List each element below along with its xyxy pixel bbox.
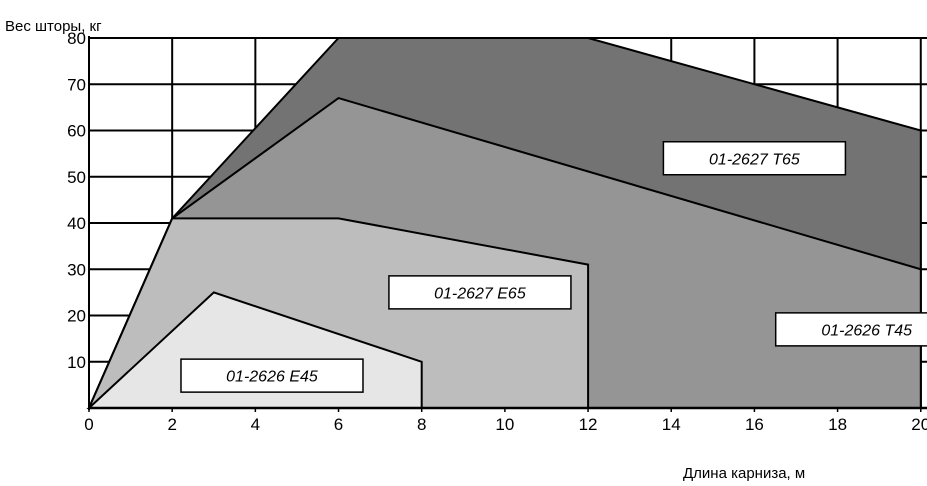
y-tick-label: 20 — [67, 307, 86, 326]
series-labels: 01-2627 T65 01-2626 T45 01-2627 E65 01-2626… — [180, 141, 927, 393]
y-tick-label: 70 — [67, 75, 86, 94]
series-label-box-4 — [180, 358, 364, 393]
y-tick-label: 60 — [67, 122, 86, 141]
y-axis-title: Вес шторы, кг — [5, 18, 102, 35]
x-tick-label: 8 — [417, 415, 426, 434]
y-tick-label: 50 — [67, 168, 86, 187]
y-tick-label: 10 — [67, 353, 86, 372]
series-label-2: 01-2626 T45 — [821, 322, 912, 339]
x-tick-label: 20 — [911, 415, 927, 434]
y-tick-label: 80 — [67, 29, 86, 48]
series-label-box-1 — [662, 141, 847, 176]
x-axis-title: Длина карниза, м — [683, 465, 805, 482]
y-tick-label: 40 — [67, 214, 86, 233]
x-tick-label: 4 — [251, 415, 260, 434]
x-tick-label: 14 — [662, 415, 681, 434]
series-label-1: 01-2627 T65 — [709, 151, 800, 168]
x-tick-label: 12 — [579, 415, 598, 434]
axes — [88, 36, 927, 410]
x-tick-label: 18 — [828, 415, 847, 434]
y-tick-labels: 10 20 30 40 50 60 70 80 — [67, 29, 86, 372]
x-tick-label: 10 — [495, 415, 514, 434]
x-tick-label: 0 — [84, 415, 93, 434]
series-label-box-2 — [774, 312, 927, 347]
x-tick-label: 6 — [334, 415, 343, 434]
y-tick-label: 30 — [67, 260, 86, 279]
series-areas — [86, 37, 922, 409]
series-label-3: 01-2627 E65 — [434, 285, 526, 302]
x-tick-label: 16 — [745, 415, 764, 434]
x-tick-label: 2 — [167, 415, 176, 434]
series-label-box-3 — [388, 275, 572, 310]
x-tick-labels: 0 2 4 6 8 10 12 14 16 18 20 — [84, 408, 927, 434]
series-label-4: 01-2626 E45 — [226, 369, 318, 386]
